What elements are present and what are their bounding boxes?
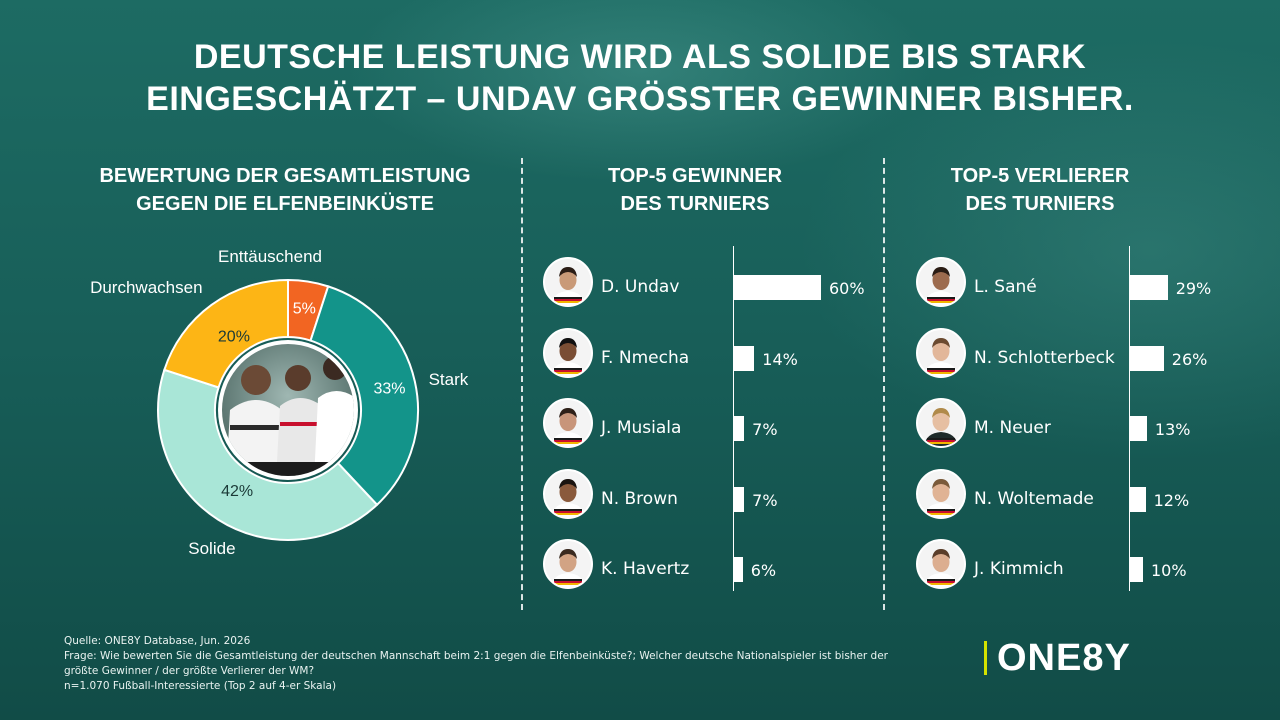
donut-label-durchwachsen: Durchwachsen bbox=[90, 278, 202, 297]
winner-bar bbox=[734, 345, 755, 371]
losers-title-line-1: TOP-5 VERLIERER bbox=[950, 165, 1130, 187]
winner-player-name: K. Havertz bbox=[601, 559, 690, 579]
winners-chart: D. Undav 60% F. Nmecha 14% J. Musiala 7% N.… bbox=[543, 246, 883, 591]
footer-notes: Quelle: ONE8Y Database, Jun. 2026 Frage:… bbox=[64, 634, 984, 694]
winner-bar bbox=[734, 557, 743, 582]
loser-value-label: 26% bbox=[1171, 349, 1208, 369]
donut-section-title: BEWERTUNG DER GESAMTLEISTUNG GEGEN DIE E… bbox=[40, 162, 530, 218]
donut-label-enttuschend: Enttäuschend bbox=[218, 247, 322, 266]
loser-row-3: M. Neuer 13% bbox=[916, 395, 1256, 455]
winner-value-label: 6% bbox=[750, 561, 777, 580]
footer-question-line-1: Frage: Wie bewerten Sie die Gesamtleistu… bbox=[64, 650, 888, 662]
loser-row-1: L. Sané 29% bbox=[916, 254, 1256, 314]
winner-value-label: 60% bbox=[829, 279, 865, 298]
player-avatar-icon bbox=[543, 539, 593, 589]
loser-player-name: J. Kimmich bbox=[974, 559, 1064, 579]
loser-player-name: L. Sané bbox=[974, 277, 1037, 297]
winner-player-name: F. Nmecha bbox=[601, 347, 690, 368]
winner-player-name: J. Musiala bbox=[601, 418, 682, 438]
logo-accent-bar bbox=[984, 641, 987, 675]
footer-source: Quelle: ONE8Y Database, Jun. 2026 bbox=[64, 635, 251, 647]
player-avatar-icon bbox=[916, 257, 966, 307]
winner-row-5: K. Havertz 6% bbox=[543, 536, 883, 596]
donut-slice-stark bbox=[309, 285, 419, 507]
donut-value-enttuschend: 5% bbox=[293, 300, 316, 317]
footer-question-line-2: größte Gewinner / der größte Verlierer d… bbox=[64, 665, 315, 677]
winner-value-label: 7% bbox=[752, 420, 778, 439]
donut-label-stark: Stark bbox=[429, 370, 469, 389]
player-avatar-icon bbox=[543, 257, 593, 307]
loser-value-label: 13% bbox=[1154, 420, 1191, 439]
loser-row-4: N. Woltemade 12% bbox=[916, 466, 1256, 526]
headline-line-1: DEUTSCHE LEISTUNG WIRD ALS SOLIDE BIS ST… bbox=[193, 38, 1087, 76]
team-photo bbox=[218, 340, 358, 480]
winner-value-label: 7% bbox=[752, 490, 778, 510]
donut-label-solide: Solide bbox=[188, 539, 235, 558]
donut-value-durchwachsen: 20% bbox=[218, 329, 250, 346]
loser-bar bbox=[1130, 275, 1168, 300]
loser-value-label: 10% bbox=[1151, 561, 1187, 580]
loser-player-name: M. Neuer bbox=[974, 418, 1051, 438]
loser-value-label: 29% bbox=[1175, 279, 1212, 298]
winner-player-name: N. Brown bbox=[601, 488, 678, 509]
losers-chart: L. Sané 29% N. Schlotterbeck 26% M. Neuer 1… bbox=[916, 246, 1256, 591]
footer-sample: n=1.070 Fußball-Interessierte (Top 2 auf… bbox=[64, 680, 337, 692]
losers-axis-line bbox=[1129, 246, 1130, 591]
winner-row-4: N. Brown 7% bbox=[543, 466, 883, 526]
loser-bar bbox=[1130, 557, 1143, 582]
player-avatar-icon bbox=[916, 327, 966, 378]
headline: DEUTSCHE LEISTUNG WIRD ALS SOLIDE BIS ST… bbox=[0, 36, 1280, 120]
donut-chart: 5% Enttäuschend 33% Stark 42% Solide 20% Durchw… bbox=[90, 247, 469, 558]
winner-bar bbox=[734, 486, 745, 512]
winner-bar bbox=[734, 416, 745, 441]
player-avatar-icon bbox=[916, 398, 966, 448]
donut-value-stark: 33% bbox=[373, 380, 405, 397]
donut-slice-solide bbox=[157, 368, 379, 541]
loser-row-2: N. Schlotterbeck 26% bbox=[916, 325, 1256, 385]
losers-title-line-2: DES TURNIERS bbox=[965, 193, 1115, 215]
divider-right bbox=[883, 158, 885, 610]
donut-value-solide: 42% bbox=[221, 483, 253, 500]
loser-value-label: 12% bbox=[1153, 490, 1190, 510]
winner-bar bbox=[734, 275, 821, 300]
player-avatar-icon bbox=[543, 398, 593, 448]
loser-row-5: J. Kimmich 10% bbox=[916, 536, 1256, 596]
loser-player-name: N. Schlotterbeck bbox=[974, 347, 1115, 368]
player-avatar-icon bbox=[543, 327, 593, 378]
loser-player-name: N. Woltemade bbox=[974, 488, 1094, 509]
winner-value-label: 14% bbox=[762, 349, 798, 369]
winner-row-2: F. Nmecha 14% bbox=[543, 325, 883, 385]
winner-row-3: J. Musiala 7% bbox=[543, 395, 883, 455]
donut-title-line-2: GEGEN DIE ELFENBEINKÜSTE bbox=[136, 193, 434, 215]
winner-row-1: D. Undav 60% bbox=[543, 254, 883, 314]
donut-title-line-1: BEWERTUNG DER GESAMTLEISTUNG bbox=[99, 165, 471, 187]
headline-line-2: EINGESCHÄTZT – UNDAV GRÖSSTER GEWINNER B… bbox=[146, 80, 1134, 118]
loser-bar bbox=[1130, 486, 1146, 512]
loser-bar bbox=[1130, 345, 1164, 371]
winner-player-name: D. Undav bbox=[601, 277, 680, 297]
loser-bar bbox=[1130, 416, 1147, 441]
winners-title-line-2: DES TURNIERS bbox=[620, 193, 770, 215]
winners-title-line-1: TOP-5 GEWINNER bbox=[607, 165, 783, 187]
player-avatar-icon bbox=[916, 468, 966, 519]
donut-slice-durchwachsen bbox=[163, 278, 289, 389]
logo-text: ONE8Y bbox=[997, 637, 1131, 679]
winners-axis-line bbox=[733, 246, 734, 591]
losers-section-title: TOP-5 VERLIERER DES TURNIERS bbox=[890, 162, 1190, 218]
divider-left bbox=[521, 158, 523, 610]
one8y-logo: ONE8Y bbox=[984, 636, 1131, 680]
player-avatar-icon bbox=[916, 539, 966, 589]
winners-section-title: TOP-5 GEWINNER DES TURNIERS bbox=[545, 162, 845, 218]
player-avatar-icon bbox=[543, 468, 593, 519]
